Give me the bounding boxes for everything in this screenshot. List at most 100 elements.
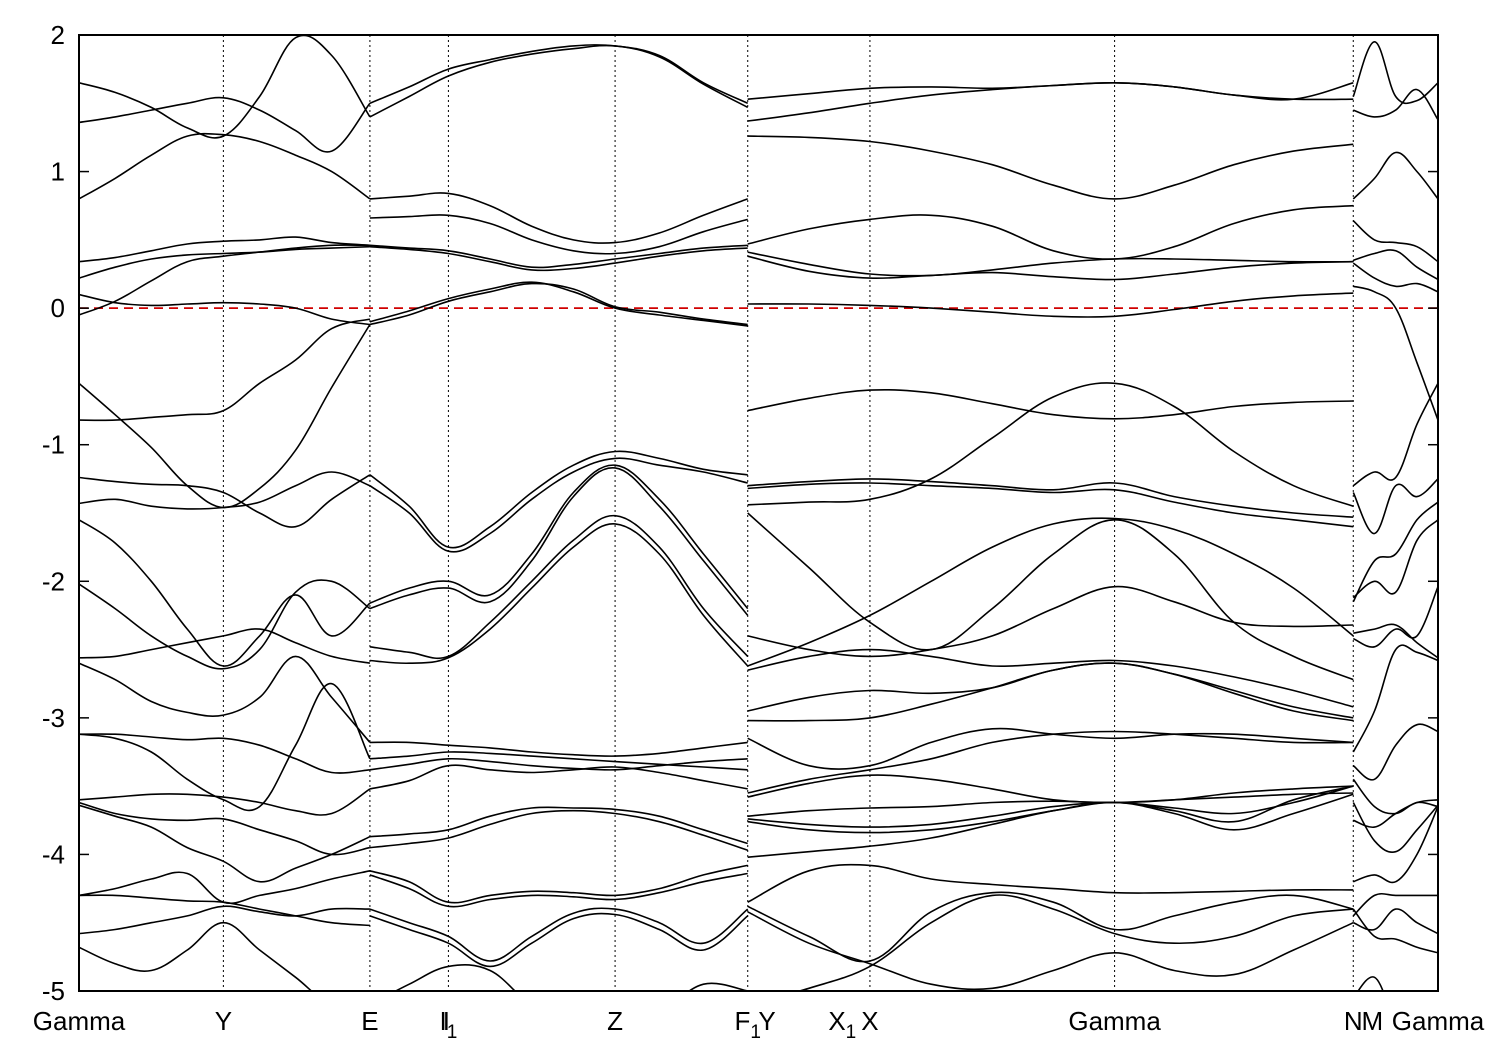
band-line-s2-b19 [747,774,1354,804]
band-line-s1-b4 [369,244,748,269]
band-line-s2-b13 [747,585,1354,658]
band-line-s0-b18 [79,801,371,856]
band-line-s0-b1 [79,35,371,139]
band-line-s2-b5 [747,255,1354,281]
band-line-s2-b9 [747,478,1354,518]
band-line-s0-b11 [79,519,371,667]
band-line-s0-b14 [79,655,371,743]
kpoint-label-7: Y [758,1006,775,1036]
band-line-s1-b19 [369,809,748,852]
kpoint-label-13: Gamma [1392,1006,1485,1036]
band-line-s2-b27 [796,894,1354,991]
band-line-s1-b17 [369,764,748,790]
kpoint-label-1: Y [215,1006,232,1036]
y-tick-label-2: -3 [42,703,65,733]
band-line-s3-b13 [1352,644,1438,753]
band-line-s0-b2 [79,132,371,200]
band-line-s2-b14 [747,648,1354,708]
band-line-s3-b0 [1352,40,1438,105]
y-tick-label-5: 0 [51,293,65,323]
band-line-s3-b3 [1352,220,1438,263]
band-line-s1-b16 [369,757,748,771]
band-line-s2-b1 [747,81,1354,122]
y-tick-label-4: -1 [42,430,65,460]
band-line-s1-b0 [369,44,749,105]
band-line-s1-b13 [369,523,749,667]
kpoint-label-10: Gamma [1068,1006,1161,1036]
band-line-s2-b12 [747,517,1354,667]
band-line-s1-b7 [369,281,748,327]
band-line-s1-b21 [369,872,748,908]
band-line-s1-b2 [369,192,748,244]
band-line-s2-b11 [747,512,1354,681]
band-line-s3-b4 [1353,249,1438,281]
kpoint-label-6: F1 [734,1006,760,1043]
band-line-s1-b15 [369,751,748,771]
kpoint-label-5: Z [607,1006,623,1036]
band-line-s2-b7 [747,388,1354,420]
band-line-s3-b10 [1352,519,1438,599]
band-line-s1-b10 [369,464,749,610]
kpoint-label-3: I [443,1006,450,1036]
y-tick-label-3: -2 [42,566,65,596]
kpoint-label-4: I1 [440,1006,458,1043]
band-line-s1-b3 [369,214,748,255]
kpoint-label-12: M [1362,1006,1384,1036]
band-line-s0-b6 [79,293,371,326]
band-line-s0-b21 [79,894,370,927]
band-line-s3-b2 [1352,151,1438,200]
band-line-s2-b8 [747,382,1354,507]
band-line-s0-b15 [79,733,370,774]
band-line-s2-b2 [747,135,1354,200]
band-line-s2-b26 [747,911,1354,991]
x-axis-kpoint-labels: Gamma Y E II1 Z F1Y X1 X Gamma NM Gamma [33,1006,1485,1043]
band-line-s0-b8 [79,318,371,422]
band-line-s2-b23 [747,793,1354,858]
band-line-s3-b15 [1352,778,1438,815]
band-line-s1-b1 [369,44,749,118]
band-line-s1-b8 [369,450,748,549]
band-line-s0-b5 [79,244,370,316]
plot-frame [78,34,1439,992]
band-line-s1-b6 [369,282,748,326]
band-line-s3-b8 [1352,478,1438,535]
band-line-s0-b20 [79,870,371,904]
band-line-s3-b21 [1352,908,1438,954]
band-line-s0-b19 [79,804,371,883]
band-line-s3-b6 [1353,285,1438,421]
band-line-s2-b21 [747,785,1354,828]
band-line-s3-b12 [1352,586,1438,648]
band-line-s0-b3 [79,236,370,263]
band-line-s1-b24 [394,964,748,991]
band-line-s0-b16 [79,682,371,812]
band-line-s3-b14 [1352,723,1438,781]
kpoint-separator-lines [222,35,1354,991]
y-tick-label-7: 2 [51,20,65,50]
band-line-s3-b9 [1352,501,1438,603]
band-line-s0-b10 [79,471,371,510]
band-line-s0-b23 [79,921,313,991]
band-line-s2-b20 [747,792,1354,817]
band-line-s3-b19 [1352,892,1438,917]
band-line-s2-b24 [747,863,1354,903]
band-line-s3-b5 [1352,262,1438,293]
band-line-s1-b18 [369,806,748,845]
kpoint-label-11: N [1344,1006,1363,1036]
kpoint-label-8: X1 [828,1006,856,1043]
band-line-s0-b7 [79,324,371,509]
band-line-s2-b16 [747,662,1354,722]
band-line-s3-b18 [1353,806,1438,884]
band-line-s1-b9 [369,457,748,553]
band-line-s2-b10 [747,482,1354,528]
band-line-s2-b6 [747,292,1354,318]
band-line-s3-b20 [1352,908,1438,935]
band-line-s2-b18 [747,730,1354,794]
band-line-s2-b3 [747,204,1354,260]
kpoint-label-0: Gamma [33,1006,126,1036]
kpoint-label-2: E [361,1006,378,1036]
band-line-s0-b0 [79,96,371,153]
band-line-s2-b4 [747,251,1354,277]
y-tick-label-1: -4 [42,839,65,869]
band-line-s3-b17 [1352,802,1438,853]
